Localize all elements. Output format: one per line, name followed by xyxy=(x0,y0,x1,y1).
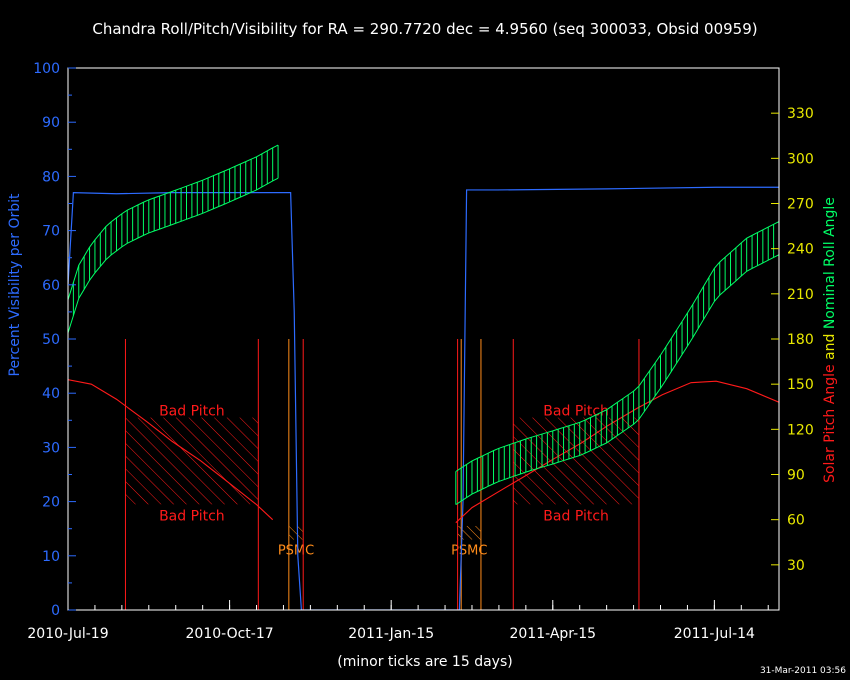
y-axis-right-label-and: and xyxy=(822,334,838,360)
y-right-tick-label: 180 xyxy=(787,332,814,348)
series-pitch-line xyxy=(68,379,274,521)
y-left-tick-label: 70 xyxy=(42,224,60,240)
bad-pitch-label-top: Bad Pitch xyxy=(543,404,609,420)
x-tick-label: 2011-Jan-15 xyxy=(348,626,434,642)
y-left-tick-label: 90 xyxy=(42,115,60,131)
roll-lower-envelope xyxy=(455,254,779,506)
y-right-tick-label: 330 xyxy=(787,106,814,122)
bad-pitch-label-bottom: Bad Pitch xyxy=(159,508,225,524)
psmc-label: PSMC xyxy=(451,544,487,559)
y-axis-left-label: Percent Visibility per Orbit xyxy=(7,193,23,377)
series-layer xyxy=(68,144,779,610)
roll-upper-envelope xyxy=(455,221,779,472)
y-left-tick-label: 80 xyxy=(42,169,60,185)
bad-pitch-label-top: Bad Pitch xyxy=(159,404,225,420)
x-tick-label: 2010-Jul-19 xyxy=(27,626,108,642)
y-left-tick-label: 10 xyxy=(42,549,60,565)
x-tick-label: 2011-Jul-14 xyxy=(674,626,755,642)
y-left-tick-label: 0 xyxy=(51,603,60,619)
bad-pitch-hatch xyxy=(125,417,259,505)
y-left-tick-label: 20 xyxy=(42,495,60,511)
axes-layer: 0 10 20 30 40 50 60 70 80 90 100 30 60 90 120 150 180 210… xyxy=(27,61,813,642)
bad-pitch-label-bottom: Bad Pitch xyxy=(543,508,609,524)
x-tick-label: 2011-Apr-15 xyxy=(509,626,596,642)
timestamp: 31-Mar-2011 03:56 xyxy=(760,666,846,676)
y-axis-right-label: Solar Pitch Angle and Nominal Roll Angle xyxy=(822,197,838,483)
y-left-tick-label: 100 xyxy=(33,61,60,77)
y-left-tick-label: 60 xyxy=(42,278,60,294)
y-left-tick-label: 50 xyxy=(42,332,60,348)
series-visibility-line xyxy=(68,186,779,610)
y-right-tick-label: 300 xyxy=(787,151,814,167)
annotation-layer: Bad Pitch Bad Pitch Bad Pitch Bad Pitch PSMC… xyxy=(125,404,639,559)
y-right-tick-label: 270 xyxy=(787,197,814,213)
y-right-tick-label: 90 xyxy=(787,468,805,484)
y-right-tick-label: 30 xyxy=(787,558,805,574)
psmc-hatch xyxy=(288,525,304,540)
x-tick-label: 2010-Oct-17 xyxy=(186,626,274,642)
y-right-tick-label: 120 xyxy=(787,422,814,438)
x-axis-label: (minor ticks are 15 days) xyxy=(337,654,512,670)
y-left-tick-label: 30 xyxy=(42,440,60,456)
y-left-tick-label: 40 xyxy=(42,386,60,402)
chart-title: Chandra Roll/Pitch/Visibility for RA = 2… xyxy=(92,20,757,38)
y-right-tick-label: 150 xyxy=(787,377,814,393)
y-right-tick-label: 210 xyxy=(787,287,814,303)
psmc-label: PSMC xyxy=(278,544,314,559)
y-right-tick-label: 240 xyxy=(787,242,814,258)
y-right-tick-label: 60 xyxy=(787,513,805,529)
bad-pitch-hatch xyxy=(513,417,639,505)
roll-upper-envelope xyxy=(68,144,279,301)
psmc-hatch xyxy=(457,525,481,540)
y-axis-right-label-pitch: Solar Pitch Angle xyxy=(822,364,838,483)
roll-lower-envelope xyxy=(68,177,279,334)
y-axis-right-label-roll: Nominal Roll Angle xyxy=(822,197,838,329)
